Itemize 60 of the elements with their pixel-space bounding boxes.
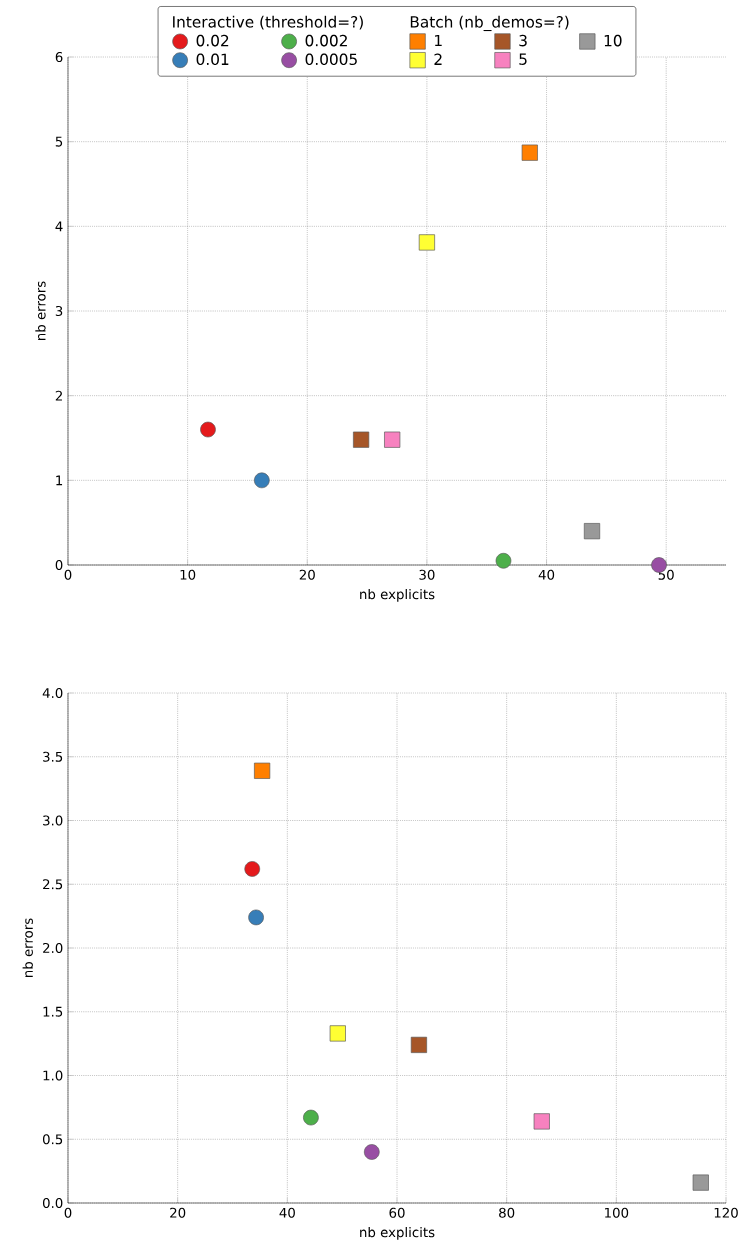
x-tick-label: 20 [299,569,315,580]
legend-label: 2 [434,53,442,65]
x-tick-label: 100 [605,1207,629,1218]
point [384,431,401,448]
y-axis-title: nb errors [35,281,46,340]
point [244,861,261,877]
point [583,523,601,540]
point [410,1036,428,1053]
y-tick-label: 2 [55,390,62,401]
point [254,472,270,489]
legend-label: 0.0005 [305,53,357,66]
y-tick-label: 3 [55,305,63,317]
x-tick-label: 40 [538,569,555,580]
x-tick-label: 30 [419,569,435,580]
y-tick-label: 2.5 [43,879,63,890]
point [495,552,512,569]
legend-label: 1 [435,34,442,47]
legend-label: 3 [519,34,527,47]
point [353,431,370,448]
x-tick-label: 120 [714,1207,738,1218]
x-tick-label: 10 [180,569,196,580]
legend-label: 0.01 [196,53,229,66]
y-tick-label: 1 [56,475,63,486]
point [533,1113,550,1130]
point [692,1174,709,1191]
y-tick-label: 4.0 [42,687,63,699]
point [200,421,216,438]
y-tick-label: 1.0 [43,1070,63,1081]
point [254,762,271,779]
legend-label: 0.002 [305,34,347,47]
y-tick-label: 2.0 [43,942,63,954]
legend-label: 0.02 [196,34,229,47]
point [363,1144,380,1160]
x-tick-label: 0 [64,569,72,580]
y-tick-label: 0.0 [42,1197,63,1209]
text: Batch (nb_demos=?) [410,15,569,32]
text: Interactive (threshold=?) [173,15,363,30]
y-tick-label: 0.5 [42,1134,63,1145]
point [329,1025,346,1042]
x-tick-label: 60 [389,1207,405,1218]
x-tick-label: 0 [64,1207,72,1218]
y-tick-label: 4 [55,221,63,232]
y-tick-label: 3.0 [43,815,63,826]
point [521,144,538,161]
y-tick-label: 0 [55,559,63,571]
y-tick-label: 6 [55,51,63,63]
x-axis-title: nb explicits [360,1226,435,1240]
x-tick-label: 80 [499,1207,515,1218]
y-tick-label: 1.5 [43,1006,63,1017]
y-axis-title: nb errors [22,918,33,977]
x-tick-label: 20 [170,1207,186,1218]
legend-label: 5 [519,53,527,65]
y-tick-label: 3.5 [43,751,63,762]
point [248,909,264,926]
legend-label: 10 [604,34,622,47]
x-axis-title: nb explicits [360,588,435,602]
point [418,234,435,251]
y-tick-label: 5 [55,136,63,147]
point [303,1109,319,1126]
x-tick-label: 40 [279,1207,295,1218]
